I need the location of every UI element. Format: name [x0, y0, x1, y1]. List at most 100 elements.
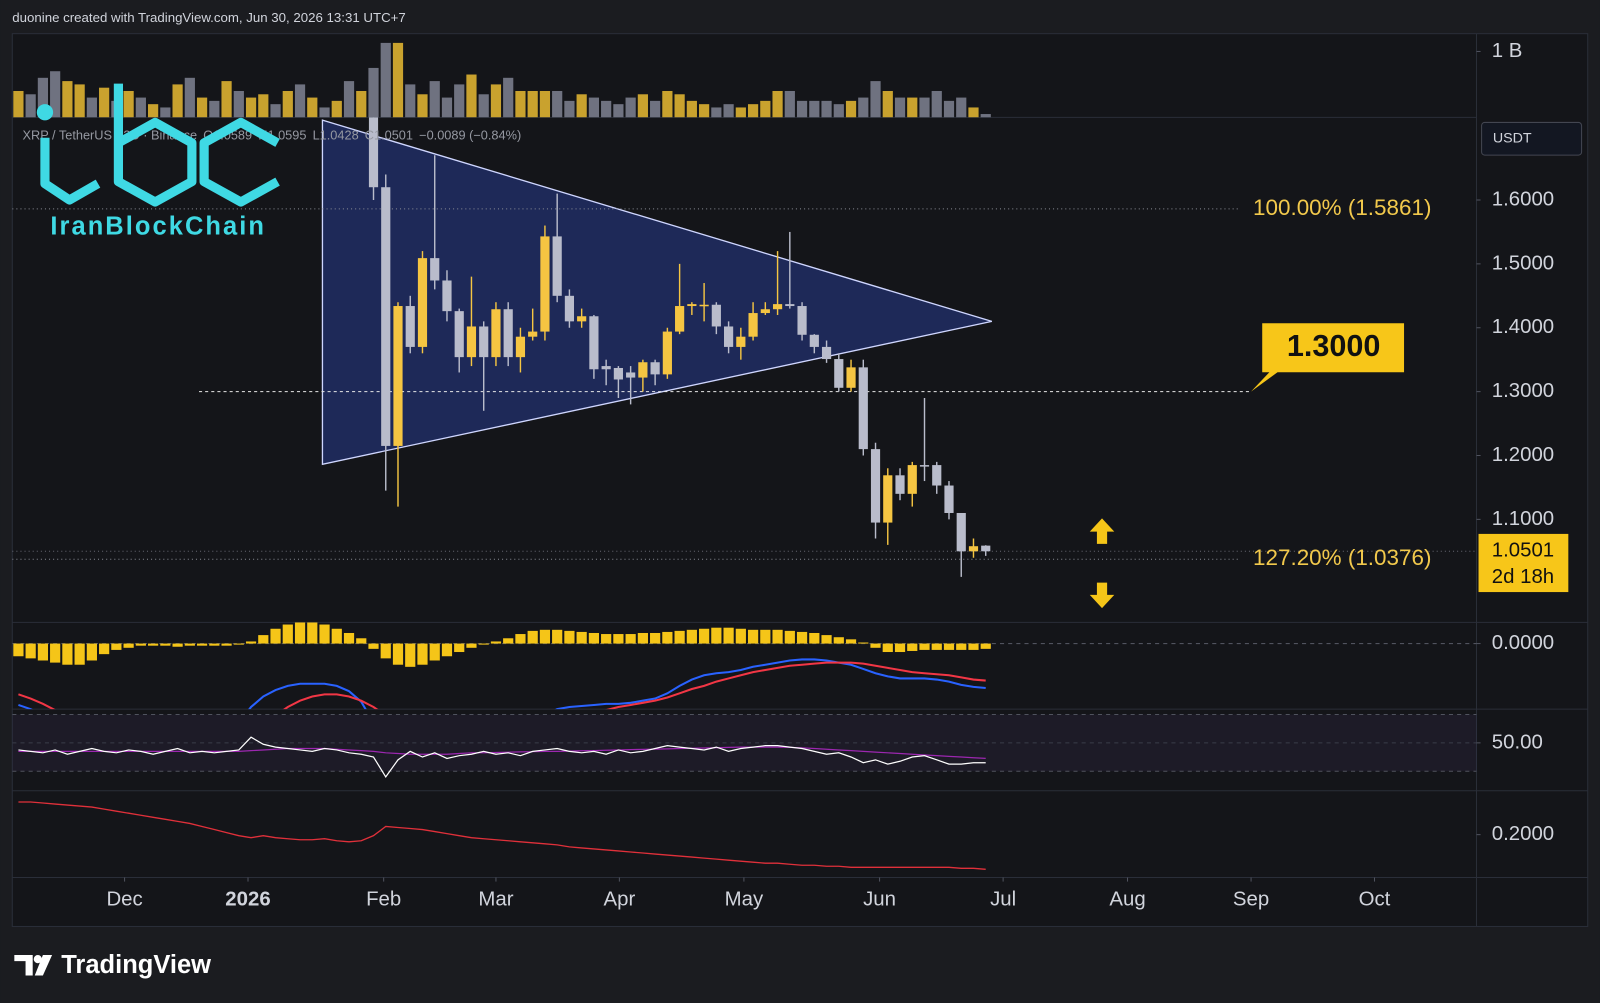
volume-bar — [576, 94, 587, 118]
macd-histogram-bar — [135, 643, 146, 646]
macd-histogram-bar — [490, 641, 502, 644]
volume-bar — [429, 81, 440, 118]
volume-bar — [784, 90, 795, 118]
candle-body — [748, 313, 758, 337]
macd-histogram-bar — [478, 643, 489, 645]
macd-histogram-bar — [209, 643, 220, 646]
macd-histogram-bar — [172, 643, 183, 647]
candle-body — [368, 117, 379, 188]
macd-histogram-bar — [307, 622, 318, 644]
macd-histogram-bar — [576, 631, 587, 644]
macd-histogram-bar — [588, 632, 600, 644]
volume-bar — [392, 42, 404, 118]
macd-histogram-bar — [662, 631, 673, 644]
macd-histogram-bar — [245, 641, 257, 644]
macd-histogram-bar — [282, 624, 293, 644]
candle-body — [552, 236, 562, 296]
macd-histogram-bar — [747, 629, 759, 644]
candle-body — [919, 465, 930, 467]
volume-bar — [209, 100, 220, 118]
volume-bar — [601, 100, 612, 118]
volume-bar — [821, 100, 832, 118]
volume-bar — [490, 84, 502, 118]
y-tick-label: 0.2000 — [1492, 823, 1554, 845]
macd-histogram-bar — [931, 643, 942, 650]
volume-bar — [319, 107, 330, 118]
volume-bar — [478, 94, 489, 118]
x-tick-label: Feb — [366, 888, 401, 910]
volume-bar — [245, 97, 257, 118]
macd-line — [18, 658, 986, 710]
volume-bar — [527, 90, 538, 118]
volume-bar — [870, 81, 881, 118]
macd-histogram-bar — [809, 632, 820, 644]
x-tick-label: 2026 — [225, 888, 270, 910]
volume-bar — [221, 81, 232, 118]
volume-bar — [331, 100, 342, 118]
volume-bar — [466, 74, 477, 118]
macd-histogram-bar — [50, 643, 61, 663]
triangle-pattern — [321, 119, 993, 466]
macd-histogram-bar — [882, 643, 893, 653]
macd-histogram-bar — [907, 643, 918, 651]
currency-box[interactable] — [1481, 121, 1583, 156]
macd-histogram-bar — [858, 642, 869, 644]
macd-histogram-bar — [919, 643, 930, 650]
volume-bar — [37, 77, 49, 118]
macd-histogram-bar — [821, 635, 832, 644]
macd-histogram-bar — [968, 643, 979, 650]
macd-histogram-bar — [196, 643, 208, 646]
volume-bar — [894, 97, 906, 118]
macd-histogram-bar — [258, 635, 269, 644]
x-tick-label: Sep — [1233, 888, 1269, 910]
macd-histogram-bar — [111, 643, 122, 650]
volume-bar — [772, 90, 783, 118]
volume-bar — [564, 100, 575, 118]
last-price-label: 1.0501 — [1492, 540, 1554, 562]
macd-histogram-bar — [343, 632, 355, 644]
low-value: L1.0428 — [313, 128, 359, 143]
volume-bar — [233, 90, 244, 118]
macd-histogram-bar — [637, 632, 648, 644]
candle-body — [846, 367, 856, 388]
candle-body — [528, 331, 538, 337]
candle-body — [601, 366, 611, 370]
volume-bar — [956, 97, 967, 118]
currency[interactable]: USDT — [1493, 131, 1532, 147]
candle-body — [466, 326, 477, 358]
volume-bar — [625, 97, 636, 118]
signal-line — [18, 661, 986, 710]
fib-label: 127.20% (1.0376) — [1253, 545, 1431, 570]
volume-bar — [307, 97, 318, 118]
macd-histogram-bar — [148, 643, 159, 646]
volume-bar — [662, 90, 673, 118]
macd-histogram-bar — [417, 643, 428, 665]
macd-histogram-bar — [368, 643, 379, 649]
volume-bar — [833, 104, 844, 118]
watermark-logo — [36, 83, 280, 207]
macd-histogram-bar — [515, 634, 526, 644]
macd-histogram-bar — [405, 643, 416, 667]
volume-bar — [907, 97, 918, 118]
candle-body — [797, 306, 807, 335]
candle-body — [442, 280, 452, 312]
volume-bar — [196, 97, 208, 118]
credit: duonine created with TradingView.com, Ju… — [12, 10, 405, 25]
candle-body — [821, 346, 832, 360]
macd-histogram-bar — [625, 634, 636, 644]
macd-histogram-bar — [980, 643, 991, 649]
countdown-label: 2d 18h — [1492, 566, 1554, 588]
y-tick-label: 1.4000 — [1492, 316, 1554, 338]
volume-bar — [356, 90, 367, 118]
volume-bar — [699, 104, 710, 118]
macd-histogram-bar — [613, 634, 624, 644]
volume-bar — [858, 97, 869, 118]
candle-body — [724, 326, 734, 347]
macd-histogram-bar — [356, 638, 367, 644]
volume-bar — [417, 94, 428, 118]
fib-label: 100.00% (1.5861) — [1253, 195, 1431, 220]
candle-body — [809, 334, 819, 347]
candle-body — [968, 546, 979, 552]
plot-layer: 1.1000 1.2000 1.3000 1.4000 1.5000 1.6000 1 B 0… — [12, 40, 1569, 910]
